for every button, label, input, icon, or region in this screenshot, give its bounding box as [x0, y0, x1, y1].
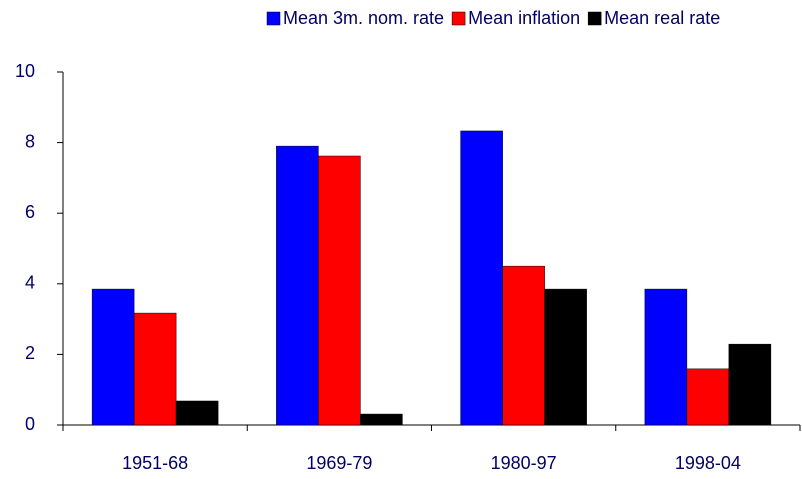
y-tick-label: 6 — [25, 202, 35, 222]
bar — [644, 288, 688, 426]
x-tick-label: 1980-97 — [491, 453, 557, 473]
legend-swatch — [587, 11, 602, 26]
legend-swatch — [451, 11, 466, 26]
x-tick-label: 1998-04 — [675, 453, 741, 473]
legend-label: Mean 3m. nom. rate — [283, 8, 444, 28]
y-tick-label: 10 — [15, 61, 35, 81]
bar — [91, 288, 135, 426]
y-tick-label: 2 — [25, 343, 35, 363]
y-tick-label: 0 — [25, 414, 35, 434]
bar — [318, 155, 361, 426]
x-tick-label: 1951-68 — [122, 453, 188, 473]
bar — [360, 413, 403, 426]
bar — [686, 368, 730, 426]
x-tick-label: 1969-79 — [306, 453, 372, 473]
bar — [460, 130, 503, 426]
bar — [502, 265, 545, 426]
bar — [133, 312, 177, 426]
legend-label: Mean real rate — [604, 8, 720, 28]
legend-label: Mean inflation — [468, 8, 580, 28]
y-tick-label: 4 — [25, 273, 35, 293]
bar — [728, 343, 772, 426]
bar — [544, 288, 587, 426]
legend-swatch — [266, 11, 281, 26]
bar — [175, 400, 219, 426]
bar — [276, 145, 319, 426]
y-tick-label: 8 — [25, 131, 35, 151]
